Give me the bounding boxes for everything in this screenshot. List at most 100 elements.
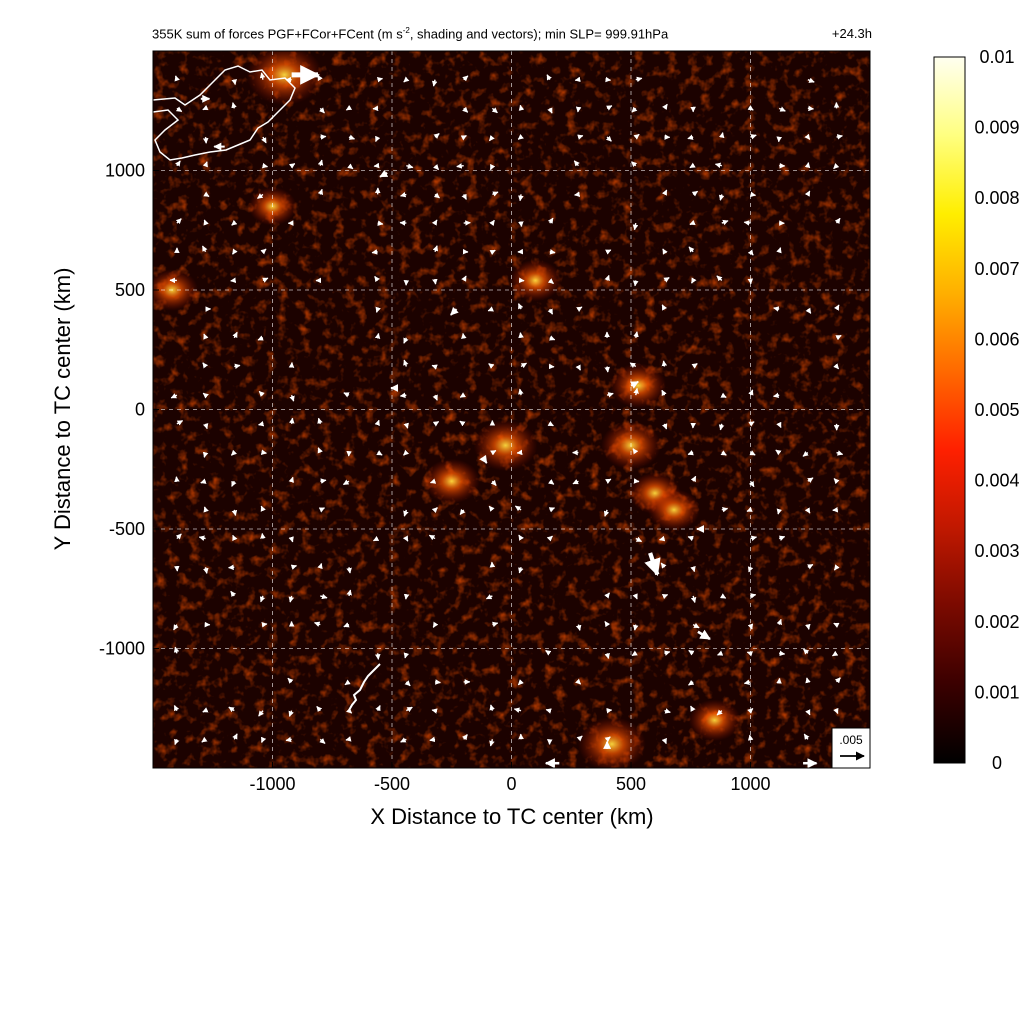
force-vector (489, 739, 495, 747)
force-vector (632, 448, 639, 455)
plot-texture (153, 51, 870, 768)
force-vector (372, 535, 380, 542)
force-vector (660, 562, 667, 569)
force-vector (175, 106, 183, 113)
force-vector (399, 392, 407, 399)
force-vector (345, 104, 353, 111)
force-vector (202, 707, 209, 713)
force-vector (234, 363, 241, 370)
colorbar-ticks: 0.01 0.009 0.008 0.007 0.006 0.005 0.004 0.003 0… (974, 47, 1019, 773)
force-vector (605, 249, 612, 255)
force-vector-large (629, 380, 639, 389)
force-vector (173, 646, 180, 654)
force-vector (462, 106, 469, 113)
force-vector (403, 652, 410, 659)
force-vector (518, 534, 524, 541)
force-vector (400, 737, 407, 743)
force-vector (342, 479, 350, 486)
force-vector (346, 589, 352, 597)
force-vector (547, 217, 554, 224)
force-vector (804, 507, 811, 514)
force-vector (717, 650, 724, 656)
force-vector (375, 306, 381, 313)
force-vector (520, 362, 527, 369)
force-vector (773, 306, 780, 312)
force-vector (173, 704, 180, 712)
force-vector (833, 564, 840, 571)
colorbar-tick-label: 0.008 (974, 188, 1019, 208)
force-vector (431, 364, 438, 370)
force-vector (461, 275, 467, 282)
force-vector (488, 505, 495, 512)
colorbar-tick-label: 0.004 (974, 471, 1019, 491)
force-vector (259, 595, 266, 603)
force-vector (833, 707, 839, 715)
force-vector (661, 593, 669, 600)
force-vector (575, 624, 582, 631)
force-vector (750, 535, 758, 541)
force-vector (803, 733, 810, 740)
force-vector (490, 449, 497, 456)
force-vector (431, 219, 438, 226)
force-vector (459, 508, 466, 515)
chart-title-superscript: -2 (402, 26, 410, 35)
force-vector (573, 160, 580, 167)
force-vector (405, 706, 413, 713)
force-vector (773, 392, 780, 399)
force-vector (719, 593, 727, 599)
force-vector (547, 107, 553, 114)
force-vector (604, 736, 611, 743)
force-vector (743, 220, 751, 226)
force-vector (258, 390, 265, 397)
force-vector (575, 678, 582, 685)
force-vector (687, 134, 694, 140)
force-vector (805, 623, 811, 630)
force-vector (743, 679, 751, 685)
colorbar-tick-label: 0.005 (974, 400, 1019, 420)
force-vector (631, 161, 638, 168)
force-vector (288, 536, 294, 543)
y-tick-label: 0 (135, 400, 145, 420)
force-vector (257, 335, 264, 341)
force-vector (605, 135, 612, 142)
force-vector (776, 421, 782, 429)
force-vector (257, 193, 264, 199)
force-vector (232, 534, 238, 542)
force-vector (606, 105, 613, 111)
force-vector (604, 592, 611, 599)
force-vector (807, 105, 814, 112)
force-vector (604, 366, 610, 373)
x-tick-label: 500 (616, 774, 646, 794)
force-vector (288, 163, 296, 169)
force-vector (804, 133, 811, 140)
force-vector (285, 736, 292, 743)
force-vector (258, 420, 265, 427)
force-vector (687, 450, 694, 456)
force-vector (747, 566, 754, 573)
force-vector (317, 562, 323, 570)
force-vector (491, 107, 498, 114)
force-vector (431, 507, 438, 514)
force-vector (288, 595, 295, 603)
force-vector (489, 163, 496, 171)
x-axis-label: X Distance to TC center (km) (370, 804, 653, 829)
force-vector (690, 475, 697, 483)
colorbar-tick-label: 0.002 (974, 612, 1019, 632)
force-vector (776, 508, 783, 515)
force-vector (200, 478, 207, 484)
force-vector (574, 76, 581, 83)
colorbar-tick-label: 0.009 (974, 118, 1019, 138)
force-vector (288, 417, 295, 424)
force-vector (661, 360, 668, 367)
hotspot (153, 269, 199, 311)
force-vector (203, 506, 209, 513)
colorbar-gradient (933, 56, 966, 764)
force-vector (260, 505, 266, 512)
force-vector (403, 593, 410, 600)
force-vector (202, 451, 209, 458)
force-vector (492, 191, 499, 197)
force-vector (487, 306, 494, 312)
force-vector (260, 736, 267, 743)
force-vector (659, 535, 666, 542)
coastline-layer (153, 65, 381, 713)
